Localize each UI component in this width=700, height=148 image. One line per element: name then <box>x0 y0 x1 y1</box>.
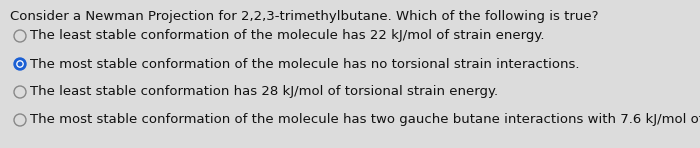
Text: The least stable conformation has 28 kJ/mol of torsional strain energy.: The least stable conformation has 28 kJ/… <box>30 86 498 99</box>
Text: The most stable conformation of the molecule has no torsional strain interaction: The most stable conformation of the mole… <box>30 58 580 70</box>
Circle shape <box>17 61 23 67</box>
Circle shape <box>14 58 26 70</box>
Text: The most stable conformation of the molecule has two gauche butane interactions : The most stable conformation of the mole… <box>30 114 700 127</box>
Text: The least stable conformation of the molecule has 22 kJ/mol of strain energy.: The least stable conformation of the mol… <box>30 29 545 42</box>
Text: Consider a Newman Projection for 2,2,3-trimethylbutane. Which of the following i: Consider a Newman Projection for 2,2,3-t… <box>10 10 598 23</box>
Circle shape <box>18 62 22 66</box>
